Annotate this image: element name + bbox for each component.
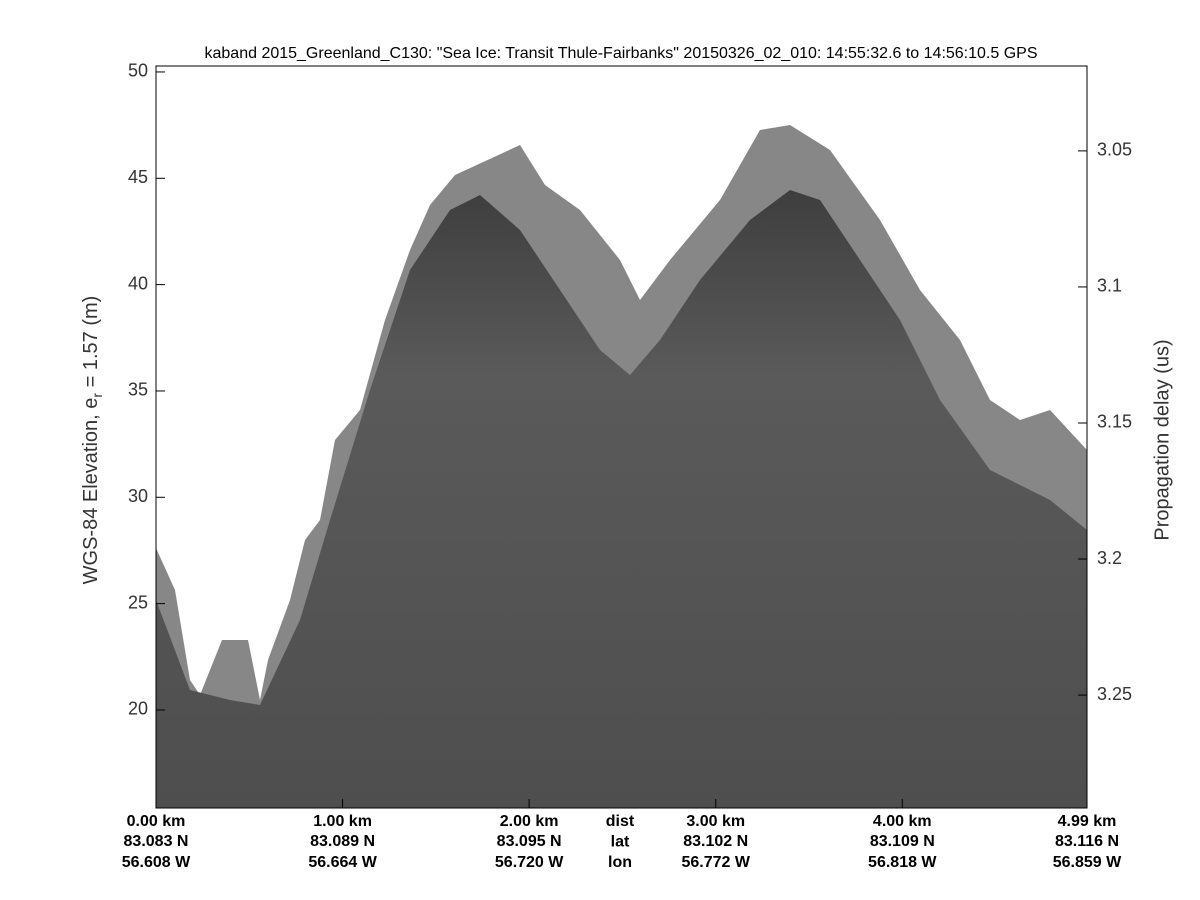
lon-label: 56.720 W	[495, 854, 564, 871]
lon-label: 56.664 W	[308, 854, 377, 871]
x-tick-label: 2.00 km	[500, 813, 559, 830]
y-tick-label: 50	[128, 61, 148, 81]
y2-tick-label: 3.15	[1097, 412, 1132, 432]
y-label-text: WGS-84 Elevation, e	[80, 398, 102, 585]
y2-axis-label: Propagation delay (us)	[1151, 339, 1173, 540]
lat-label: 83.116 N	[1055, 833, 1119, 850]
x-tick-label: 4.99 km	[1058, 813, 1117, 830]
y-axis-label: WGS-84 Elevation, er = 1.57 (m)	[80, 296, 104, 585]
y2-tick-label: 3.25	[1097, 684, 1132, 704]
y-tick-label: 25	[128, 592, 148, 612]
x-tick-label: 0.00 km	[127, 813, 186, 830]
row-label: lon	[608, 854, 632, 871]
y-tick-label: 20	[128, 699, 148, 719]
y-label-rest: = 1.57 (m)	[80, 296, 102, 393]
y-tick-label: 45	[128, 167, 148, 187]
x-tick-label: 1.00 km	[313, 813, 372, 830]
lat-label: 83.109 N	[870, 833, 935, 850]
lat-label: 83.102 N	[683, 833, 748, 850]
x-tick-label: 3.00 km	[686, 813, 745, 830]
y-label-sub: r	[89, 393, 105, 398]
lat-label: 83.083 N	[124, 833, 189, 850]
y2-tick-label: 3.2	[1097, 548, 1122, 568]
lon-label: 56.859 W	[1053, 854, 1122, 871]
y-tick-label: 30	[128, 486, 148, 506]
y2-tick-label: 3.1	[1097, 276, 1122, 296]
row-label: dist	[606, 813, 635, 830]
lon-label: 56.608 W	[122, 854, 191, 871]
y2-tick-label: 3.05	[1097, 140, 1132, 160]
lat-label: 83.089 N	[310, 833, 375, 850]
echogram-body	[156, 190, 1087, 808]
lat-label: 83.095 N	[497, 833, 562, 850]
lon-label: 56.772 W	[681, 854, 750, 871]
plot-frame	[155, 65, 1088, 809]
x-tick-label: 4.00 km	[873, 813, 932, 830]
row-label: lat	[611, 834, 630, 851]
y-tick-label: 40	[128, 273, 148, 293]
y-tick-label: 35	[128, 380, 148, 400]
lon-label: 56.818 W	[868, 854, 937, 871]
chart-title: kaband 2015_Greenland_C130: "Sea Ice: Tr…	[205, 45, 1038, 62]
